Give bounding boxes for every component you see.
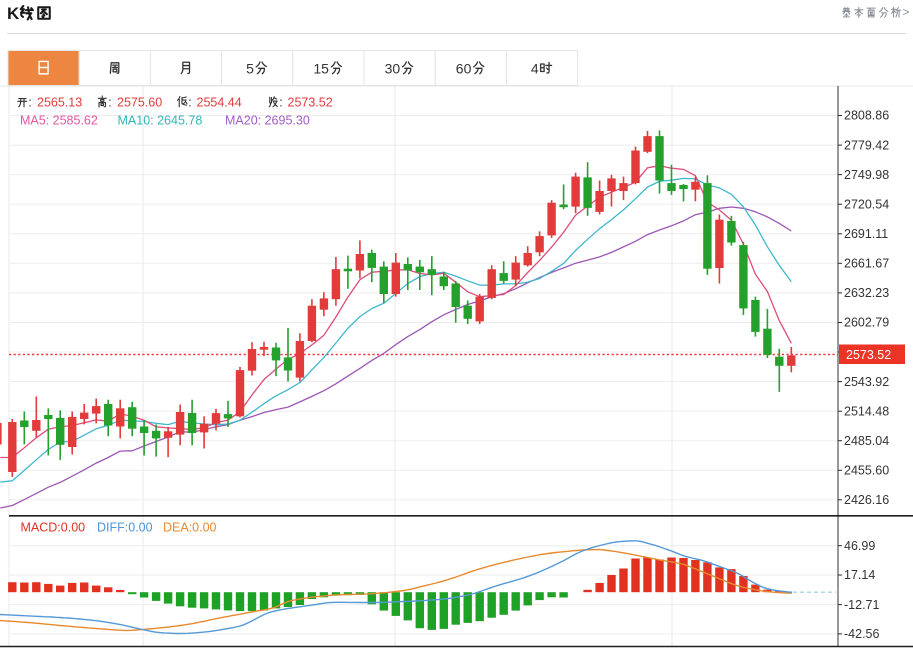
svg-text:5: 5 (246, 61, 254, 77)
svg-text:>: > (903, 5, 910, 19)
svg-text:2779.42: 2779.42 (844, 138, 889, 152)
svg-text:MA10: 2645.78: MA10: 2645.78 (118, 114, 203, 128)
svg-text:2602.79: 2602.79 (844, 316, 889, 330)
svg-text:2575.60: 2575.60 (117, 96, 162, 110)
svg-text:2565.13: 2565.13 (37, 96, 82, 110)
svg-text:2632.23: 2632.23 (844, 286, 889, 300)
svg-text:2455.60: 2455.60 (844, 464, 889, 478)
svg-text:2749.98: 2749.98 (844, 168, 889, 182)
svg-text:2661.67: 2661.67 (844, 257, 889, 271)
svg-text:K: K (7, 4, 20, 23)
svg-text:2573.52: 2573.52 (288, 96, 333, 110)
svg-text::: : (188, 96, 191, 110)
svg-text:60: 60 (456, 61, 472, 77)
svg-text:MA20: 2695.30: MA20: 2695.30 (225, 114, 310, 128)
svg-text:-42.56: -42.56 (844, 627, 879, 641)
svg-text::: : (108, 96, 111, 110)
svg-text:MA5: 2585.62: MA5: 2585.62 (20, 114, 98, 128)
svg-text:2573.52: 2573.52 (846, 348, 891, 362)
svg-text:46.99: 46.99 (844, 539, 875, 553)
svg-text:2514.48: 2514.48 (844, 404, 889, 418)
svg-text:2543.92: 2543.92 (844, 375, 889, 389)
svg-text:MACD:0.00: MACD:0.00 (21, 521, 86, 535)
svg-text:30: 30 (385, 61, 401, 77)
svg-text::: : (279, 96, 282, 110)
svg-text:17.14: 17.14 (844, 568, 875, 582)
svg-text:2426.16: 2426.16 (844, 493, 889, 507)
svg-text:DEA:0.00: DEA:0.00 (163, 521, 217, 535)
svg-text:2720.54: 2720.54 (844, 197, 889, 211)
svg-text:2808.86: 2808.86 (844, 109, 889, 123)
svg-text::: : (28, 96, 31, 110)
svg-text:2485.04: 2485.04 (844, 434, 889, 448)
svg-text:-12.71: -12.71 (844, 598, 879, 612)
svg-text:2554.44: 2554.44 (197, 96, 242, 110)
svg-text:4: 4 (531, 61, 539, 77)
svg-text:DIFF:0.00: DIFF:0.00 (97, 521, 153, 535)
svg-text:15: 15 (313, 61, 329, 77)
svg-text:2691.11: 2691.11 (844, 227, 888, 241)
